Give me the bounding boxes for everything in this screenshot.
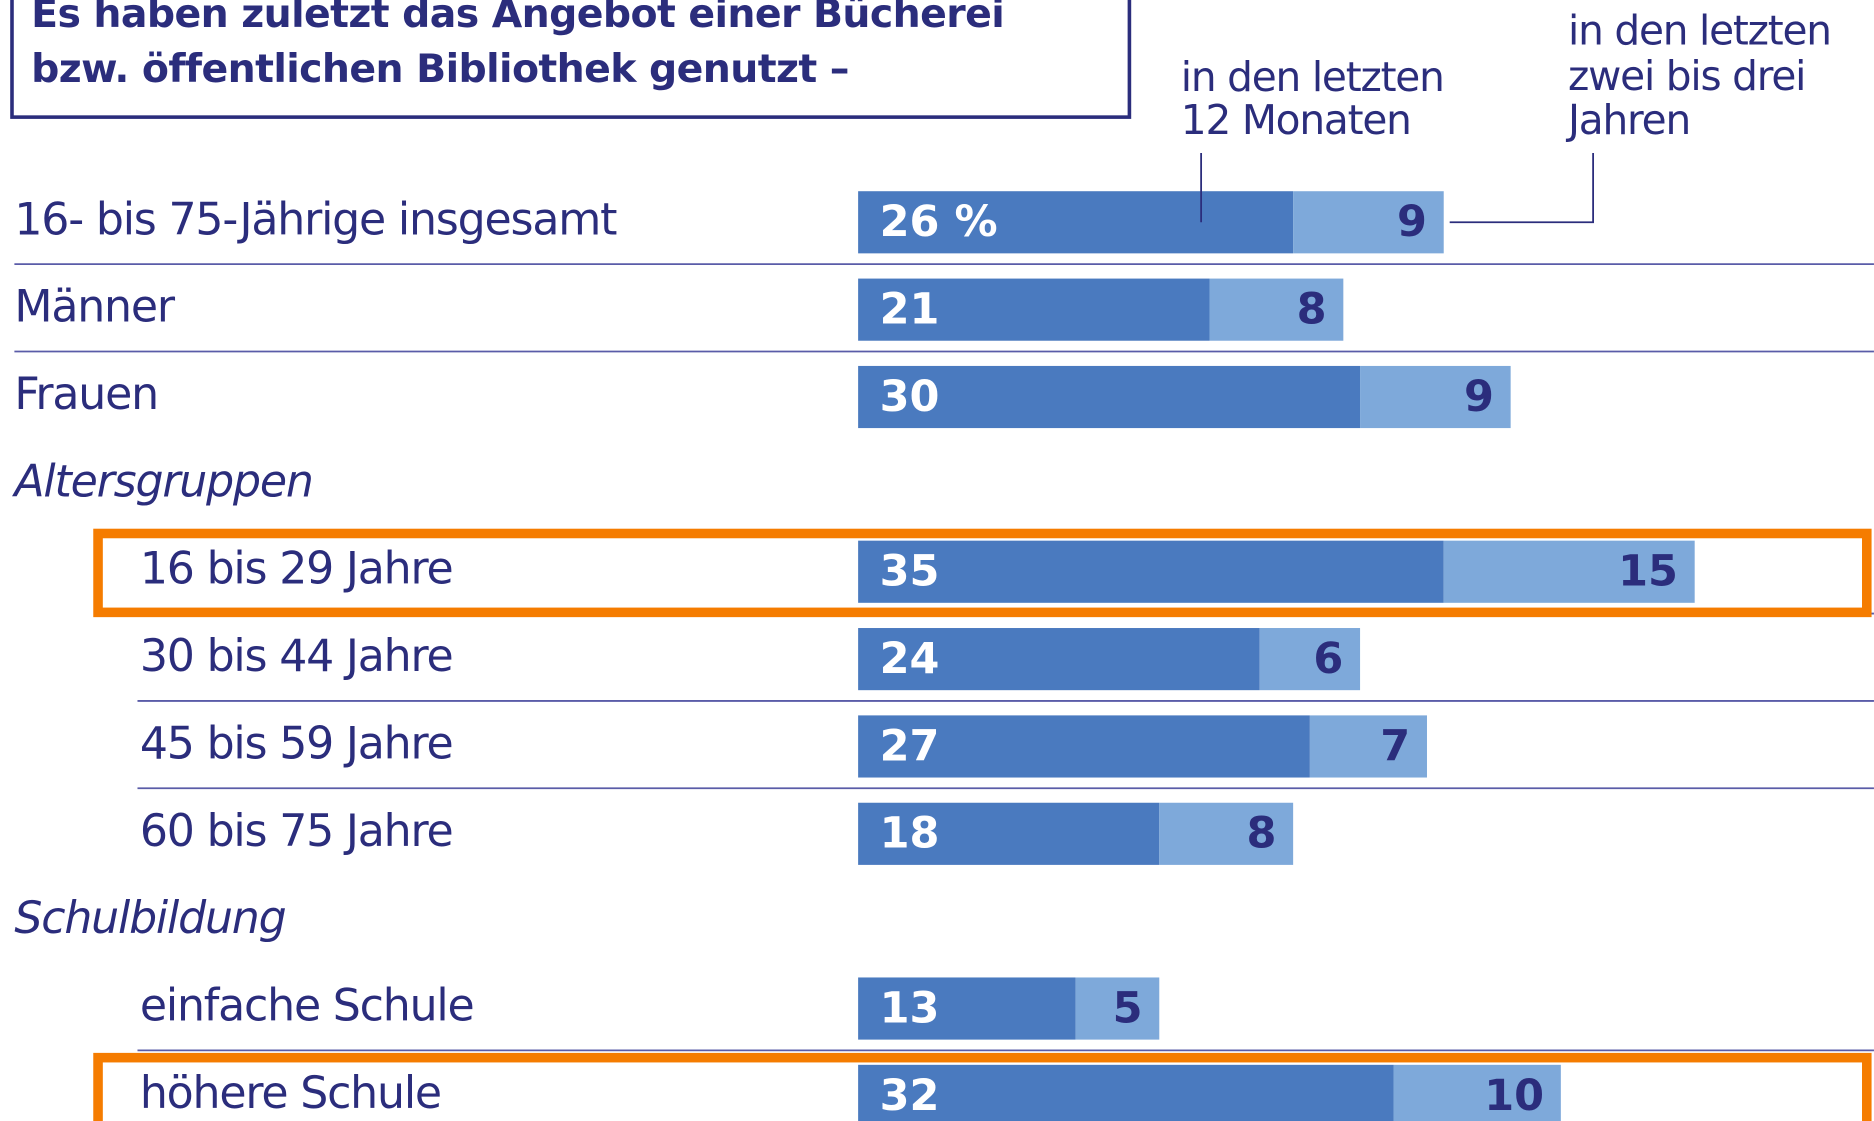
value-label: 9 [1464, 372, 1494, 422]
bar [1309, 715, 1427, 778]
value-label: 9 [1397, 197, 1427, 247]
category-label: 16 bis 29 Jahre [140, 544, 453, 595]
bar [1159, 802, 1294, 865]
value-label: 6 [1313, 634, 1343, 684]
bar [1443, 540, 1695, 603]
group-label: Schulbildung [14, 893, 285, 944]
chart-title: bzw. öffentlichen Bibliothek genutzt – [31, 46, 849, 92]
value-label: 8 [1297, 285, 1327, 335]
bar [858, 191, 1294, 254]
value-label: 13 [880, 983, 940, 1033]
legend-label: in den letzten [1568, 6, 1831, 54]
value-label: 35 [880, 547, 940, 597]
chart-title: Es haben zuletzt das Angebot einer Büche… [31, 0, 1004, 37]
value-label: 32 [880, 1071, 940, 1121]
bar [858, 802, 1160, 865]
value-label: 21 [880, 285, 940, 335]
bar [858, 278, 1210, 341]
category-label: einfache Schule [140, 981, 474, 1032]
leader-line [1449, 152, 1595, 224]
bar [1209, 278, 1344, 341]
bar [858, 540, 1444, 603]
plot: 16- bis 75-Jährige insgesamt 26 % 9 Männer 2… [11, 191, 1874, 1121]
title-box [10, 0, 1132, 119]
value-label: 8 [1246, 809, 1276, 859]
value-label: 5 [1113, 983, 1143, 1033]
legend-label: in den letzten [1181, 53, 1444, 101]
value-label: 15 [1618, 547, 1678, 597]
value-label: 30 [880, 372, 940, 422]
bar [858, 365, 1361, 429]
bar [858, 628, 1260, 691]
category-label: Frauen [14, 369, 158, 420]
category-label: 16- bis 75-Jährige insgesamt [14, 194, 617, 245]
category-label: 60 bis 75 Jahre [140, 806, 453, 857]
bar [858, 977, 1076, 1040]
legend-label: zwei bis drei [1568, 52, 1805, 100]
category-label: 45 bis 59 Jahre [140, 718, 453, 769]
highlight-box [93, 528, 1872, 618]
category-label: Männer [14, 282, 175, 333]
bar [858, 1064, 1394, 1121]
highlight-box [93, 1052, 1872, 1121]
bar [1360, 365, 1511, 429]
bar [1393, 1064, 1561, 1121]
value-label: 27 [880, 721, 940, 771]
legend-label: 12 Monaten [1181, 96, 1411, 144]
value-label: 10 [1484, 1071, 1544, 1121]
bar [1259, 628, 1361, 691]
bar [1293, 191, 1444, 254]
value-label: 26 % [880, 197, 998, 247]
value-label: 7 [1380, 721, 1410, 771]
category-label: 30 bis 44 Jahre [140, 631, 453, 682]
value-label: 18 [880, 809, 940, 859]
legend-label: Jahren [1565, 96, 1690, 144]
bar [1075, 977, 1160, 1040]
value-label: 24 [880, 634, 940, 684]
bar [858, 715, 1310, 778]
group-label: Altersgruppen [11, 456, 312, 507]
category-label: höhere Schule [140, 1068, 441, 1119]
